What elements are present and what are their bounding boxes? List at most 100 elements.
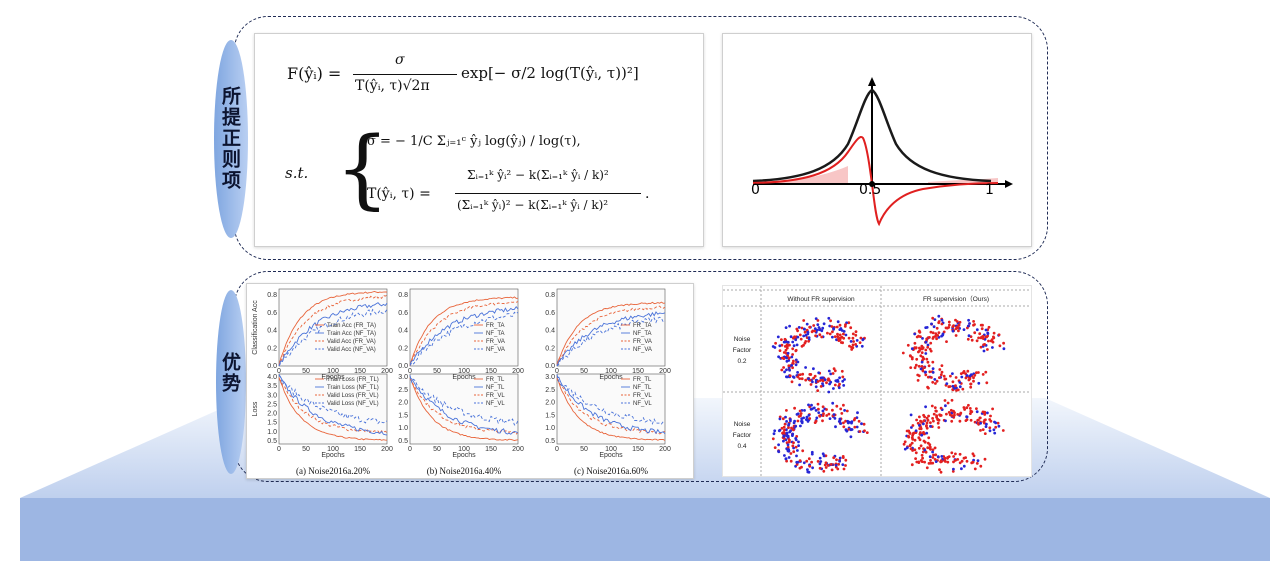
- tsne-r2-c1-point: [785, 409, 788, 412]
- tsne-r1-c1-point: [805, 328, 809, 332]
- tsne-r1-c1-point: [807, 336, 811, 340]
- tsne-r1-c2-point: [966, 324, 970, 328]
- tsne-r2-c1-point: [796, 449, 799, 452]
- tsne-r1-c2-point: [926, 343, 930, 347]
- tsne-r1-c1-point: [791, 375, 795, 379]
- tsne-r1-c1-point: [811, 329, 815, 333]
- tsne-r1-c1-point: [836, 320, 840, 324]
- tsne-r2-c1-point: [849, 435, 853, 439]
- tsne-r2-c2-point: [914, 429, 918, 433]
- formula-t-end: .: [645, 186, 650, 202]
- formula-line1-num: σ: [395, 52, 405, 68]
- acc-legend-0-1: Train Acc (NF_TA): [327, 331, 376, 337]
- tsne-r2-c2-point: [949, 408, 953, 412]
- tsne-r2-c1-point: [821, 414, 825, 417]
- tsne-r1-c1-point: [838, 336, 842, 340]
- tsne-r2-c1-point: [792, 441, 795, 445]
- caption-2: (c) Noise2016a.60%: [574, 466, 648, 476]
- tsne-r1-c1-point: [823, 378, 827, 382]
- tsne-r1-c2-point: [987, 325, 991, 329]
- tsne-r2-c2-point: [950, 414, 954, 418]
- tsne-r1-c1-point: [816, 319, 820, 322]
- tsne-r2-c1-point: [808, 417, 812, 420]
- tsne-r2-c1-point: [857, 419, 861, 423]
- tsne-r2-c2-point: [925, 431, 929, 435]
- acc-legend-1-1: NF_TA: [486, 331, 505, 337]
- tsne-r2-c1-point: [862, 422, 866, 426]
- tsne-r1-c2-point: [951, 372, 954, 375]
- acc-ytick-0-4: 0.8: [267, 292, 277, 299]
- tsne-r2-c1-point: [792, 421, 796, 425]
- tsne-r2-c2-point: [943, 456, 947, 460]
- tsne-r1-c1-point: [780, 368, 784, 372]
- tsne-r1-c2-point: [913, 366, 917, 370]
- tsne-r1-c1-point: [792, 359, 795, 363]
- acc-legend-2-0: FR_TA: [633, 323, 652, 329]
- tsne-r2-c1-point: [831, 408, 834, 412]
- acc-ytick-1-2: 0.4: [398, 328, 408, 335]
- tsne-r1-c1-point: [794, 358, 798, 362]
- tsne-r1-c2-point: [917, 364, 921, 368]
- tsne-r2-c2-point: [909, 447, 913, 451]
- loss-nf-valid-0: [278, 375, 388, 425]
- tsne-r1-c2-point: [929, 330, 933, 334]
- tsne-r1-c1-point: [847, 321, 851, 325]
- tsne-r1-c1-point: [788, 324, 791, 328]
- loss-xtick-2-3: 150: [632, 446, 644, 453]
- tsne-r2-c1-point: [799, 412, 803, 415]
- tsne-r1-c2-point: [932, 325, 936, 329]
- loss-ytick-2-0: 0.5: [545, 438, 555, 445]
- tsne-r1-c2-point: [917, 334, 920, 338]
- tsne-r2-c2-point: [939, 459, 943, 463]
- tsne-r1-c2-point: [992, 331, 996, 335]
- tsne-r2-c2-point: [950, 419, 954, 423]
- tsne-r1-c2-point: [909, 354, 912, 358]
- tsne-r2-c2-point: [913, 438, 917, 442]
- tsne-r1-c2-point: [919, 354, 923, 358]
- loss-ytick-0-6: 3.5: [267, 383, 277, 390]
- curve-plot: 0 0.5 1: [751, 77, 1013, 227]
- tsne-r2-c2-point: [978, 416, 982, 420]
- tsne-r1-c2-point: [931, 316, 935, 320]
- tsne-r1-c2-point: [914, 363, 918, 367]
- tsne-r2-c2-point: [952, 409, 955, 413]
- tsne-r1-c2-point: [966, 369, 970, 373]
- acc-xtick-1-1: 50: [433, 368, 441, 375]
- acc-xtick-0-3: 150: [354, 368, 366, 375]
- tsne-r2-c1-point: [842, 425, 846, 429]
- tsne-r2-c2-point: [943, 399, 947, 402]
- tsne-r1-c1-point: [847, 336, 851, 340]
- tsne-r2-c1-point: [797, 415, 801, 418]
- tsne-r1-c1-point: [820, 335, 824, 339]
- tsne-r1-c2-point: [967, 378, 971, 382]
- tsne-r2-c2-point: [923, 460, 926, 464]
- loss-fr-train-2: [556, 377, 666, 441]
- tsne-r2-c1-point: [827, 412, 831, 416]
- tsne-r1-c1-point: [807, 377, 810, 381]
- tsne-r1-c2-point: [940, 370, 944, 374]
- loss-ytick-1-5: 3.0: [398, 374, 408, 381]
- tsne-r1-c1-point: [830, 325, 834, 328]
- loss-legend-2-0: FR_TL: [633, 377, 652, 383]
- tsne-r2-c1-point: [817, 411, 821, 414]
- tsne-r2-c2-point: [934, 453, 938, 457]
- loss-ytick-2-3: 2.0: [545, 400, 555, 407]
- tsne-r1-c2-point: [957, 323, 961, 327]
- tsne-r1-c2-point: [972, 379, 975, 383]
- tsne-r1-c1-point: [794, 363, 798, 367]
- tsne-r1-c2-point: [979, 345, 983, 349]
- acc-fr-train-2: [556, 301, 666, 365]
- tsne-r1-c1-point: [850, 345, 853, 349]
- tsne-r2-c1-point: [797, 444, 800, 447]
- tsne-r2-c1-point: [807, 403, 810, 407]
- tsne-r2-c2-point: [986, 411, 989, 415]
- acc-ytick-1-4: 0.8: [398, 292, 408, 299]
- tsne-r2-c1-point: [781, 417, 785, 421]
- tsne-r2-c2-point: [962, 464, 966, 468]
- tsne-r2-c2-point: [932, 412, 936, 416]
- tsne-r1-c2-point: [933, 318, 937, 321]
- tsne-r2-c2-point: [985, 422, 988, 426]
- tsne-r2-c2-point: [944, 419, 947, 423]
- loss-xtick-2-4: 200: [659, 446, 671, 453]
- loss-fr-valid-1: [409, 378, 519, 435]
